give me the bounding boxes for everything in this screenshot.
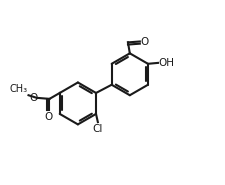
Text: Cl: Cl	[93, 124, 103, 134]
Text: O: O	[29, 93, 38, 103]
Text: O: O	[140, 37, 149, 47]
Text: OH: OH	[159, 58, 175, 68]
Text: CH₃: CH₃	[10, 84, 28, 94]
Text: O: O	[44, 112, 53, 122]
